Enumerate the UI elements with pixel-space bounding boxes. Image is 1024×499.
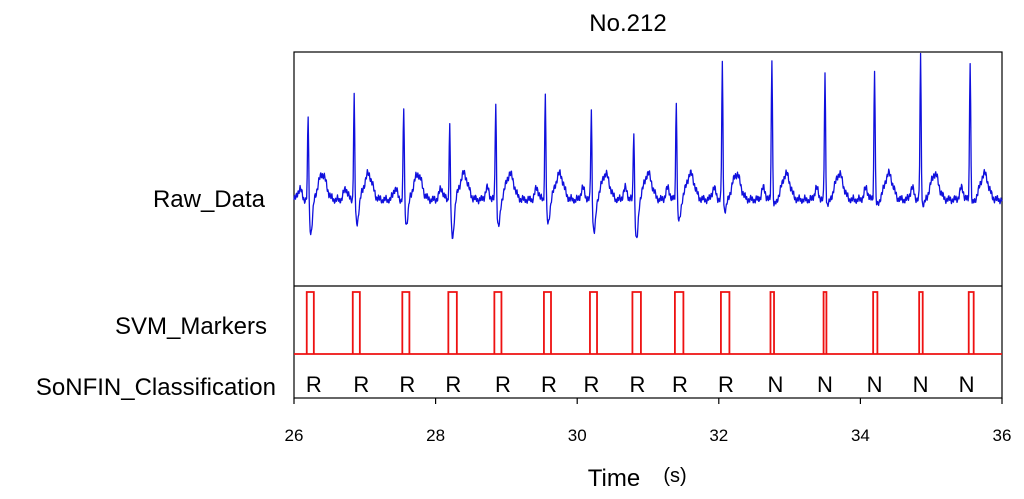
- classification-label: R: [718, 372, 734, 397]
- svm-marker-pulse: [720, 291, 731, 354]
- classification-label: N: [959, 372, 975, 397]
- classification-label: R: [541, 372, 557, 397]
- svm-marker-pulse: [305, 291, 315, 354]
- svm-marker-pulse: [631, 291, 642, 354]
- svm-marker-pulse: [769, 291, 775, 354]
- svm-marker-pulse: [872, 291, 879, 354]
- x-tick-label: 30: [568, 426, 587, 445]
- x-tick-label: 28: [426, 426, 445, 445]
- classification-label: R: [583, 372, 599, 397]
- svm-marker-pulse: [447, 291, 458, 354]
- plot-frame: [293, 51, 1003, 399]
- classification-label: R: [353, 372, 369, 397]
- classification-label: R: [672, 372, 688, 397]
- svm-marker-pulse: [589, 291, 598, 354]
- x-tick-label: 32: [709, 426, 728, 445]
- classification-label: N: [913, 372, 929, 397]
- x-tick-label: 26: [285, 426, 304, 445]
- classification-label: R: [629, 372, 645, 397]
- x-axis: 26 28 30 32 34 36: [285, 398, 1012, 445]
- svm-marker-pulse: [674, 291, 685, 354]
- row-label-raw-data: Raw_Data: [153, 186, 266, 213]
- x-axis-unit: (s): [663, 465, 686, 487]
- raw-data-panel: [293, 52, 1003, 240]
- raw-data-line: [293, 52, 1003, 240]
- classification-label: N: [867, 372, 883, 397]
- svm-marker-pulse: [967, 291, 975, 354]
- chart-title: No.212: [589, 10, 666, 37]
- classification-label: R: [495, 372, 511, 397]
- svm-marker-pulse: [918, 291, 924, 354]
- svm-markers-panel: [294, 291, 1002, 355]
- classification-label: R: [399, 372, 415, 397]
- classification-label: N: [767, 372, 783, 397]
- svm-marker-pulse: [543, 291, 552, 354]
- svm-marker-pulse: [822, 291, 828, 354]
- row-label-svm-markers: SVM_Markers: [115, 313, 267, 340]
- classification-label: R: [445, 372, 461, 397]
- svm-marker-pulse: [493, 291, 503, 354]
- x-tick-label: 36: [993, 426, 1012, 445]
- svm-marker-pulse: [351, 291, 361, 354]
- classification-label: R: [306, 372, 322, 397]
- svm-marker-pulse: [401, 291, 411, 354]
- x-tick-label: 34: [851, 426, 870, 445]
- x-axis-label: Time: [588, 465, 640, 492]
- row-label-sonfin-classification: SoNFIN_Classification: [36, 374, 276, 401]
- classification-label: N: [817, 372, 833, 397]
